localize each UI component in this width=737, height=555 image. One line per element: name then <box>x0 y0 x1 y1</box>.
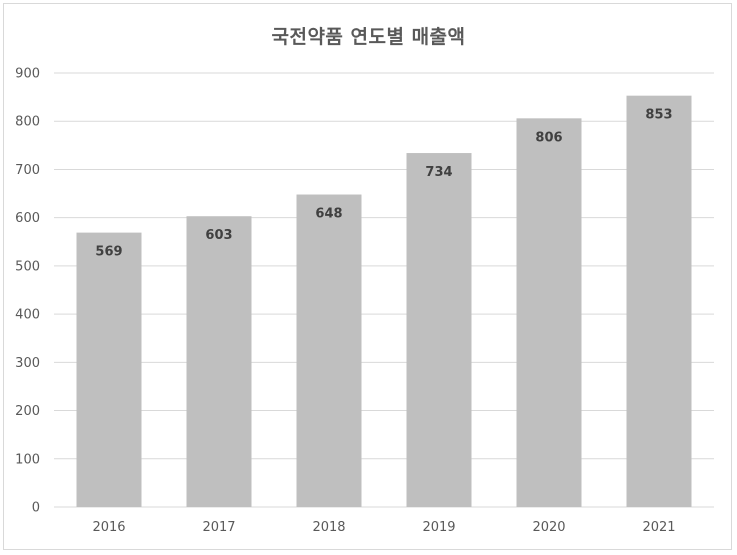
y-tick-label: 800 <box>15 115 40 130</box>
bar-2016 <box>76 232 142 508</box>
data-label: 569 <box>95 245 122 260</box>
x-tick-label: 2017 <box>202 520 235 535</box>
data-label: 734 <box>425 165 452 180</box>
bar-2018 <box>296 194 362 507</box>
y-tick-label: 500 <box>15 259 40 274</box>
bar-2019 <box>406 153 472 507</box>
y-tick-label: 300 <box>15 356 40 371</box>
data-label: 853 <box>645 108 672 123</box>
bar-2020 <box>516 118 582 507</box>
data-label: 648 <box>315 207 342 222</box>
y-tick-label: 200 <box>15 404 40 419</box>
y-tick-label: 0 <box>32 501 40 516</box>
x-tick-label: 2018 <box>312 520 345 535</box>
chart-title: 국전약품 연도별 매출액 <box>271 26 466 48</box>
bars <box>76 95 692 508</box>
bar-2017 <box>186 216 252 507</box>
y-tick-label: 900 <box>15 67 40 82</box>
data-label: 806 <box>535 130 562 145</box>
y-tick-label: 100 <box>15 452 40 467</box>
x-tick-label: 2019 <box>422 520 455 535</box>
data-label: 603 <box>205 228 232 243</box>
gridlines <box>54 72 714 508</box>
y-tick-label: 600 <box>15 211 40 226</box>
data-labels: 569 603 648 734 806 853 <box>95 108 672 260</box>
x-axis-ticks: 2016 2017 2018 2019 2020 2021 <box>92 520 675 535</box>
y-axis-ticks: 0 100 200 300 400 500 600 700 800 900 <box>15 67 40 516</box>
bar-2021 <box>626 95 692 508</box>
x-tick-label: 2021 <box>642 520 675 535</box>
x-tick-label: 2016 <box>92 520 125 535</box>
y-tick-label: 700 <box>15 163 40 178</box>
x-tick-label: 2020 <box>532 520 565 535</box>
y-tick-label: 400 <box>15 308 40 323</box>
